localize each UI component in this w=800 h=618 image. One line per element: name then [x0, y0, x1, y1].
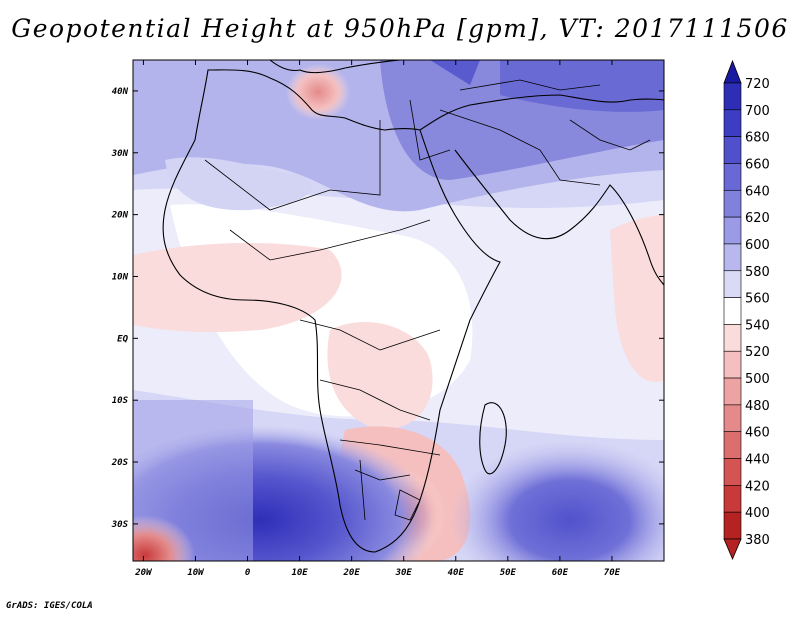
- lat-tick-label: EQ: [117, 334, 128, 344]
- colorbar-level-label: 460: [745, 426, 770, 441]
- grads-credit: GrADS: IGES/COLA: [6, 601, 93, 611]
- colorbar-swatch: [723, 324, 742, 352]
- lon-tick-label: 0: [245, 568, 251, 578]
- lon-tick-label: 40E: [448, 568, 465, 578]
- africa-coastline: [162, 69, 501, 553]
- colorbar-swatch: [723, 404, 742, 433]
- colorbar: 720 700 680 660 640 620 600 580 560 540 520 500 480 4…: [723, 59, 770, 561]
- lon-tick-label: 30E: [395, 568, 413, 578]
- colorbar-swatch: [723, 485, 742, 513]
- border-southern: [339, 439, 441, 456]
- colorbar-level-label: 380: [745, 533, 770, 548]
- lat-tick-label: 10N: [112, 272, 129, 282]
- colorbar-swatch: [723, 243, 742, 272]
- coastlines: [162, 60, 664, 553]
- border-central: [299, 319, 441, 351]
- lat-tick-label: 10S: [112, 396, 129, 406]
- lat-tick-label: 20S: [111, 458, 129, 468]
- north-east-high-core: [500, 60, 664, 112]
- low-west-africa: [133, 243, 342, 333]
- colorbar-swatch: [723, 189, 742, 218]
- lon-tick-label: 20E: [343, 568, 361, 578]
- low-libya: [286, 64, 350, 120]
- lat-tick-label: 20N: [111, 211, 129, 221]
- colorbar-swatch: [723, 136, 742, 164]
- colorbar-level-label: 660: [745, 157, 770, 172]
- colorbar-swatch: [723, 82, 742, 111]
- mediterranean-north-coast: [269, 60, 401, 74]
- longitude-axis: 20W 10W 0 10E 20E 30E 40E 50E 60E 70E: [134, 60, 621, 578]
- colorbar-level-label: 700: [745, 104, 770, 119]
- border-egypt: [409, 99, 451, 161]
- colorbar-swatch: [723, 458, 742, 486]
- colorbar-swatch: [723, 511, 742, 540]
- colorbar-swatch: [723, 216, 742, 245]
- lon-tick-label: 70E: [604, 568, 621, 578]
- border-botswana: [354, 469, 411, 481]
- border-iran-pakistan: [569, 119, 651, 151]
- low-indian-ocean: [610, 215, 664, 382]
- madagascar-coastline: [479, 402, 507, 475]
- colorbar-swatch: [723, 431, 742, 459]
- colorbar-level-label: 500: [745, 372, 770, 387]
- asia-coastline: [419, 94, 664, 131]
- colorbar-swatch: [723, 350, 742, 379]
- colorbar-level-label: 520: [745, 345, 770, 360]
- map-title: Geopotential Height at 950hPa [gpm], VT:…: [11, 14, 789, 43]
- low-southwest-corner: [133, 515, 195, 561]
- lon-tick-label: 60E: [552, 568, 569, 578]
- border-turkey: [459, 79, 601, 91]
- colorbar-level-label: 580: [745, 265, 770, 280]
- colorbar-swatch: [723, 163, 742, 191]
- colorbar-level-label: 480: [745, 399, 770, 414]
- colorbar-level-label: 540: [745, 318, 770, 333]
- lat-tick-label: 30N: [111, 149, 129, 159]
- borders: [204, 79, 651, 521]
- lon-tick-label: 10E: [291, 568, 308, 578]
- lat-tick-label: 30S: [111, 520, 129, 530]
- colorbar-swatch: [723, 297, 742, 325]
- colorbar-level-label: 620: [745, 211, 770, 226]
- latitude-axis: 40N 30N 20N 10N EQ 10S 20S 30S: [111, 87, 664, 530]
- border-sahara: [204, 120, 381, 211]
- colorbar-level-label: 600: [745, 238, 770, 253]
- high-south-indian: [450, 440, 664, 561]
- colorbar-level-label: 720: [745, 77, 770, 92]
- low-central-africa: [327, 321, 433, 430]
- colorbar-level-label: 680: [745, 131, 770, 146]
- border-middle-east: [439, 109, 601, 186]
- map-frame: [132, 59, 665, 562]
- lon-tick-label: 50E: [500, 568, 517, 578]
- border-lesotho: [394, 489, 421, 521]
- colorbar-level-label: 420: [745, 479, 770, 494]
- border-namibia: [359, 459, 366, 521]
- height-field: [133, 60, 664, 561]
- colorbar-swatch: [723, 109, 742, 137]
- sahara-ridge: [165, 157, 312, 211]
- colorbar-bottom-arrow: [723, 538, 742, 561]
- colorbar-level-label: 640: [745, 184, 770, 199]
- arabia-india-coastline: [454, 149, 664, 286]
- colorbar-swatch: [723, 377, 742, 406]
- north-high-patch: [430, 60, 480, 85]
- colorbar-level-label: 400: [745, 506, 770, 521]
- colorbar-level-label: 560: [745, 292, 770, 307]
- lat-tick-label: 40N: [112, 87, 129, 97]
- border-sahel: [229, 219, 431, 261]
- border-south-central: [319, 379, 431, 421]
- lon-tick-label: 20W: [134, 568, 153, 578]
- lon-tick-label: 10W: [187, 568, 205, 578]
- colorbar-level-label: 440: [745, 453, 770, 468]
- colorbar-top-arrow: [723, 59, 742, 84]
- colorbar-swatch: [723, 270, 742, 298]
